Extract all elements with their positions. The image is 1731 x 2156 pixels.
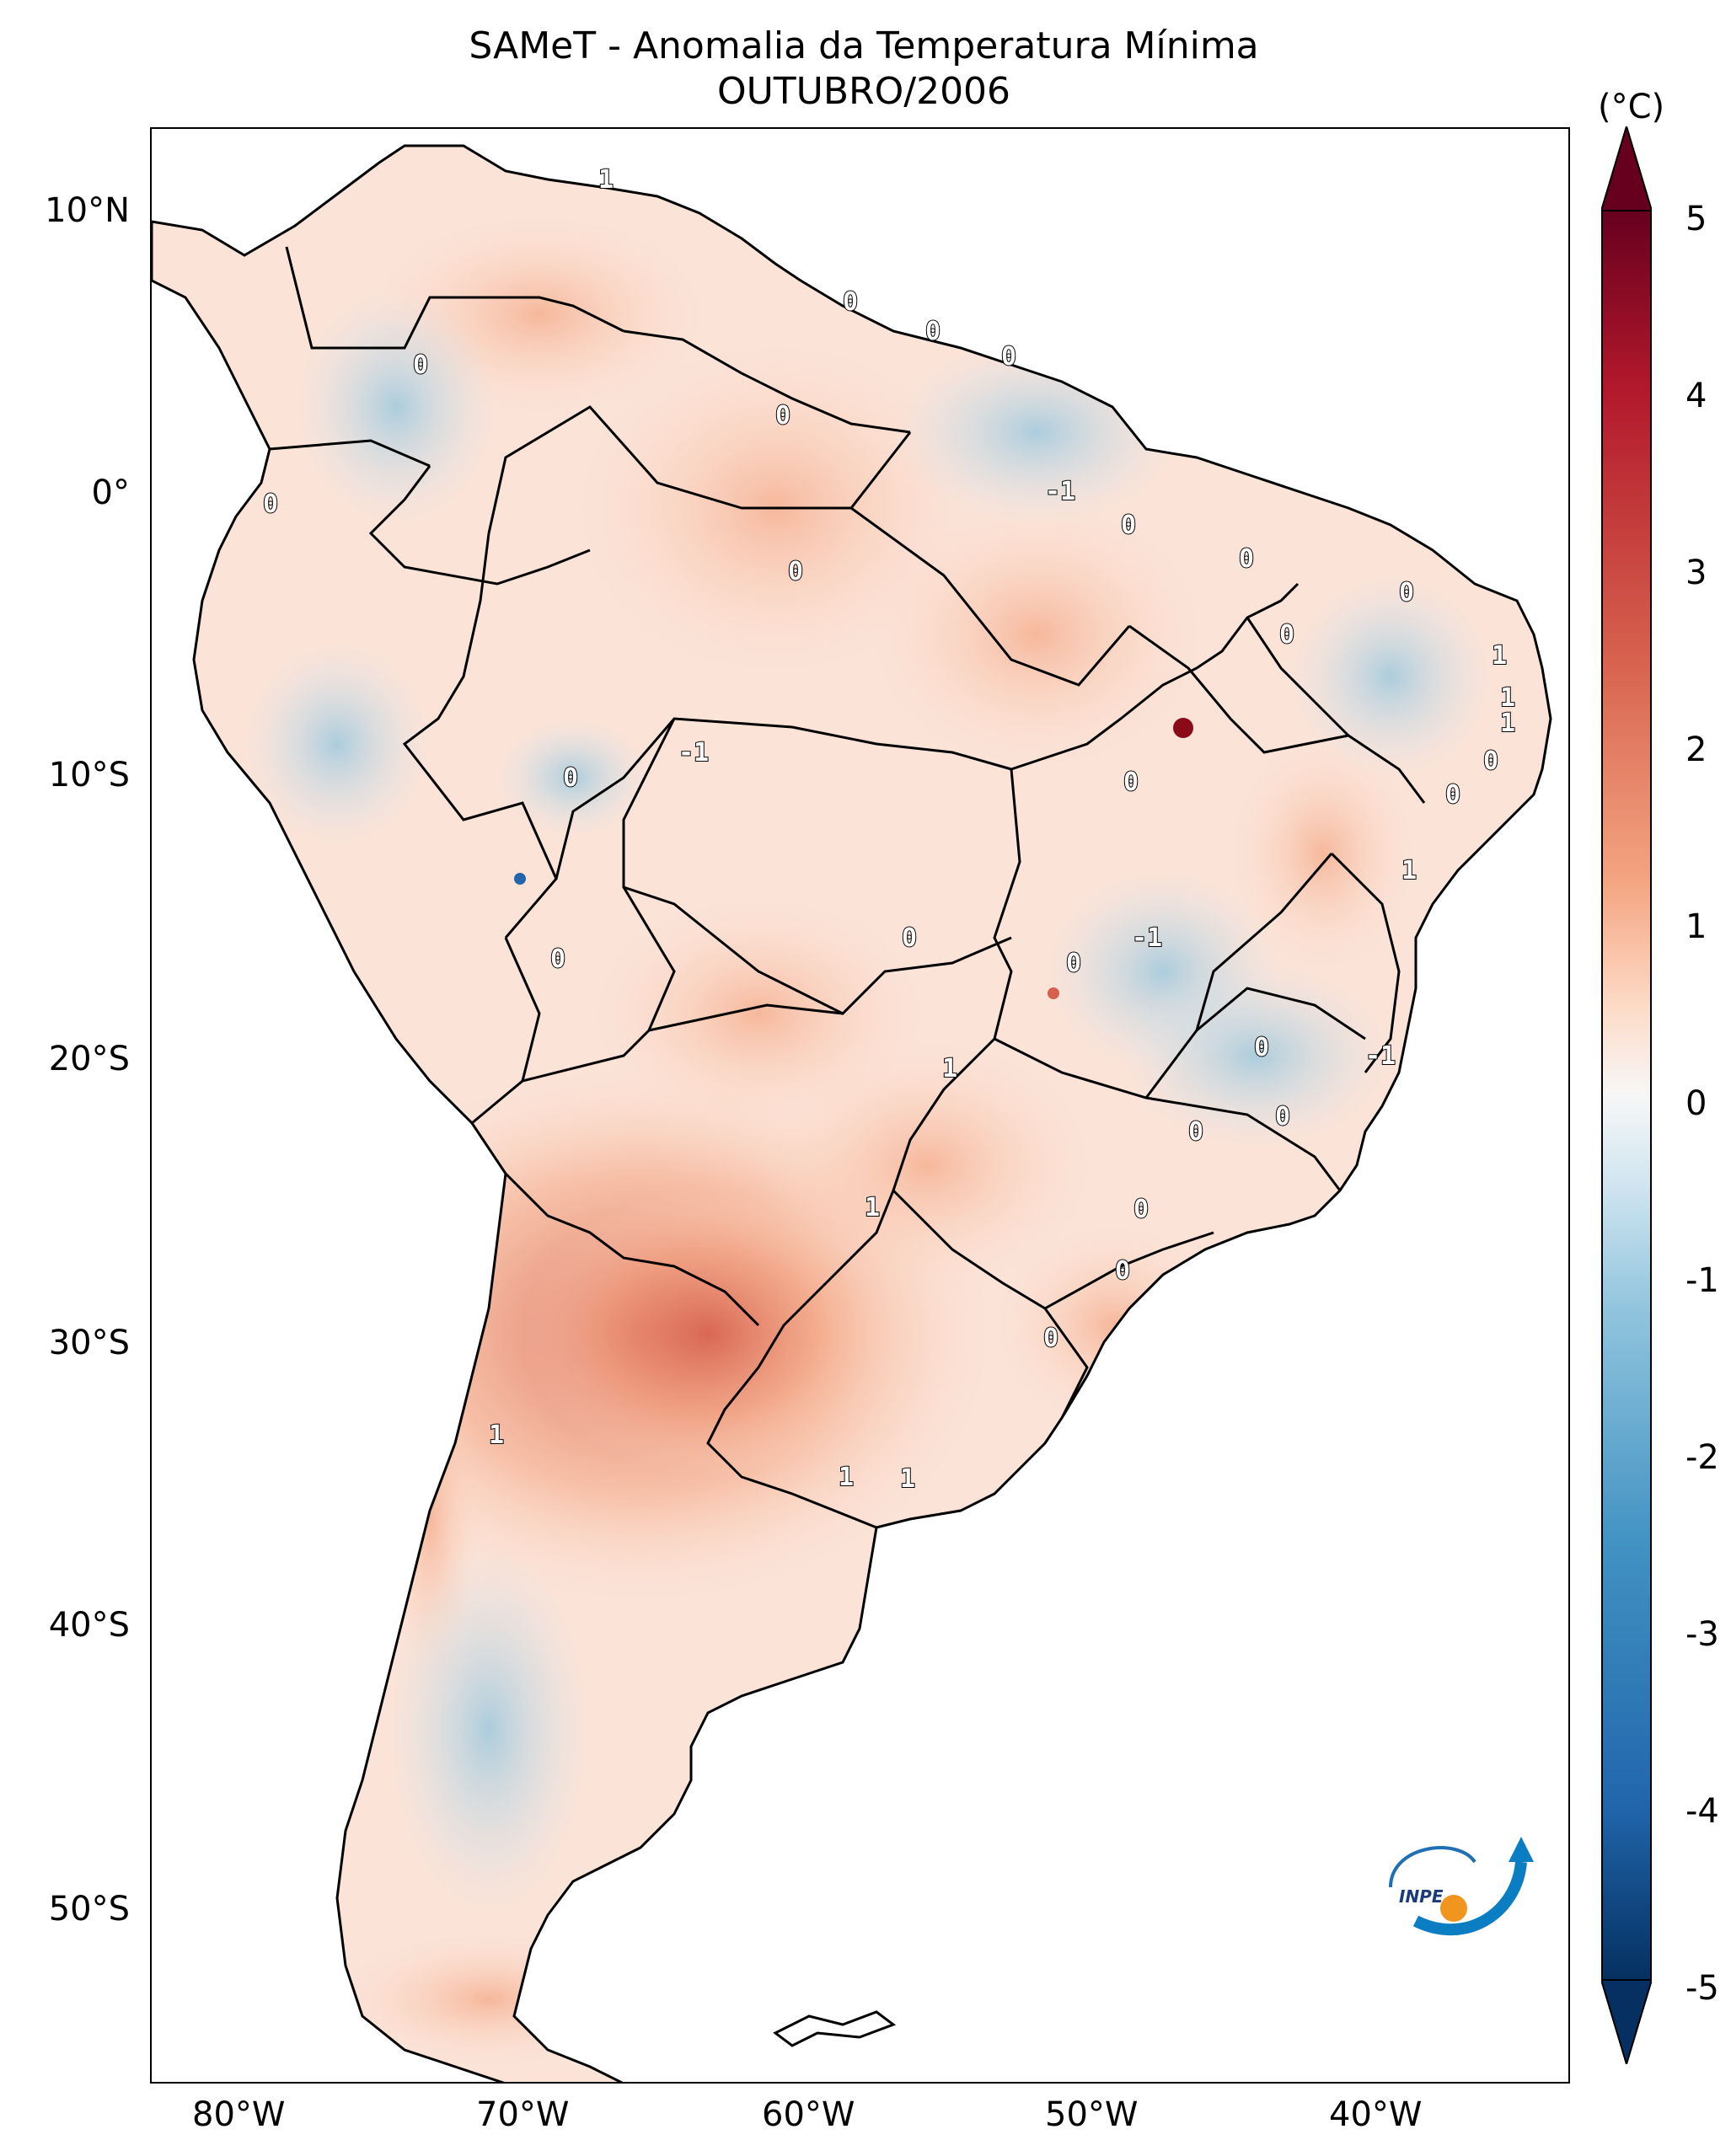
- contour-label: -1: [1045, 477, 1075, 506]
- colorbar-tick-label: 4: [1685, 377, 1707, 415]
- colorbar-tick-label: 3: [1685, 554, 1707, 592]
- contour-label: 1: [839, 1463, 854, 1492]
- inpe-logo-text: INPE: [1399, 1886, 1444, 1907]
- chart-title: SAMeT - Anomalia da Temperatura Mínima: [469, 24, 1259, 67]
- contour-label: 1: [942, 1054, 957, 1083]
- contour-label: 0: [1279, 620, 1294, 650]
- colorbar-tick-label: 0: [1685, 1084, 1707, 1123]
- colorbar-tick-label: 1: [1685, 907, 1707, 946]
- lat-label-10s: 10°S: [48, 756, 130, 794]
- contour-label: 1: [489, 1420, 504, 1450]
- contour-label: 1: [1492, 641, 1507, 671]
- contour-label: 1: [598, 165, 614, 195]
- contour-label: 1: [1401, 856, 1417, 885]
- contour-label: 0: [843, 287, 858, 317]
- contour-label: 0: [263, 490, 278, 519]
- lon-label-80w: 80°W: [192, 2095, 286, 2134]
- inpe-logo: INPE: [1389, 1837, 1534, 1936]
- contour-label: 0: [1133, 1195, 1149, 1224]
- contour-label: 0: [563, 763, 578, 793]
- map-panel: 1 0 0 0 0 0 0 -1 0 0 0 0 0 1 1 1 0 0 0 -…: [150, 127, 1570, 2084]
- contour-label: 0: [1115, 1256, 1130, 1286]
- colorbar-tick-label: -5: [1685, 1969, 1719, 2008]
- lon-label-40w: 40°W: [1329, 2095, 1423, 2134]
- contour-label: -1: [678, 738, 709, 768]
- colorbar: [1601, 126, 1652, 2064]
- contour-label: 0: [1188, 1117, 1203, 1147]
- lon-label-70w: 70°W: [476, 2095, 570, 2134]
- contour-label: 1: [900, 1464, 915, 1494]
- anomaly-field: [244, 213, 1492, 2067]
- colorbar-body: [1601, 210, 1652, 1981]
- contour-label: -1: [1132, 923, 1162, 953]
- colorbar-tick-label: -2: [1685, 1438, 1719, 1477]
- contour-label: 0: [1239, 544, 1254, 574]
- lat-label-10n: 10°N: [45, 191, 130, 230]
- falkland-islands: [773, 2010, 897, 2047]
- lat-label-40s: 40°S: [48, 1606, 130, 1645]
- contour-label: -1: [1365, 1041, 1396, 1071]
- contour-label: 1: [1500, 683, 1515, 713]
- lat-label-20s: 20°S: [48, 1040, 130, 1078]
- colorbar-extend-max: [1601, 126, 1652, 211]
- contour-label: 0: [1123, 768, 1139, 797]
- lon-label-60w: 60°W: [762, 2095, 855, 2134]
- contour-label: 0: [902, 923, 917, 953]
- contour-label: 0: [788, 557, 803, 586]
- lat-label-30s: 30°S: [48, 1324, 130, 1362]
- colorbar-unit: (°C): [1598, 88, 1665, 126]
- political-borders: [152, 144, 1552, 2082]
- contour-label: 0: [1445, 780, 1460, 810]
- contour-label: 0: [1483, 746, 1498, 776]
- contour-label: 1: [865, 1193, 880, 1222]
- chart-subtitle: OUTUBRO/2006: [716, 70, 1011, 113]
- colorbar-tick-label: -3: [1685, 1615, 1719, 1654]
- colorbar-tick-label: 2: [1685, 730, 1707, 769]
- lon-label-50w: 50°W: [1045, 2095, 1139, 2134]
- map-svg: 1 0 0 0 0 0 0 -1 0 0 0 0 0 1 1 1 0 0 0 -…: [152, 144, 1552, 2082]
- colorbar-extend-min: [1601, 1979, 1652, 2064]
- colorbar-tick-label: 5: [1685, 200, 1707, 238]
- contour-label: 0: [775, 401, 790, 431]
- contour-label: 0: [1066, 949, 1081, 978]
- contour-label: 0: [1001, 342, 1016, 372]
- contour-label: 0: [550, 944, 565, 974]
- contour-label: 0: [1399, 578, 1414, 607]
- contour-label: 0: [1254, 1033, 1269, 1062]
- colorbar-tick-label: -1: [1685, 1261, 1719, 1300]
- contour-labels: 1 0 0 0 0 0 0 -1 0 0 0 0 0 1 1 1 0 0 0 -…: [262, 164, 1516, 1495]
- contour-label: 0: [1121, 511, 1136, 540]
- contour-label: 1: [1500, 709, 1515, 738]
- contour-label: 0: [413, 350, 428, 380]
- contour-label: 0: [925, 317, 941, 346]
- contour-label: 0: [1275, 1102, 1290, 1131]
- colorbar-tick-label: -4: [1685, 1792, 1719, 1831]
- contour-label: 0: [1043, 1324, 1058, 1353]
- lat-label-0: 0°: [91, 473, 130, 512]
- lat-label-50s: 50°S: [48, 1890, 130, 1929]
